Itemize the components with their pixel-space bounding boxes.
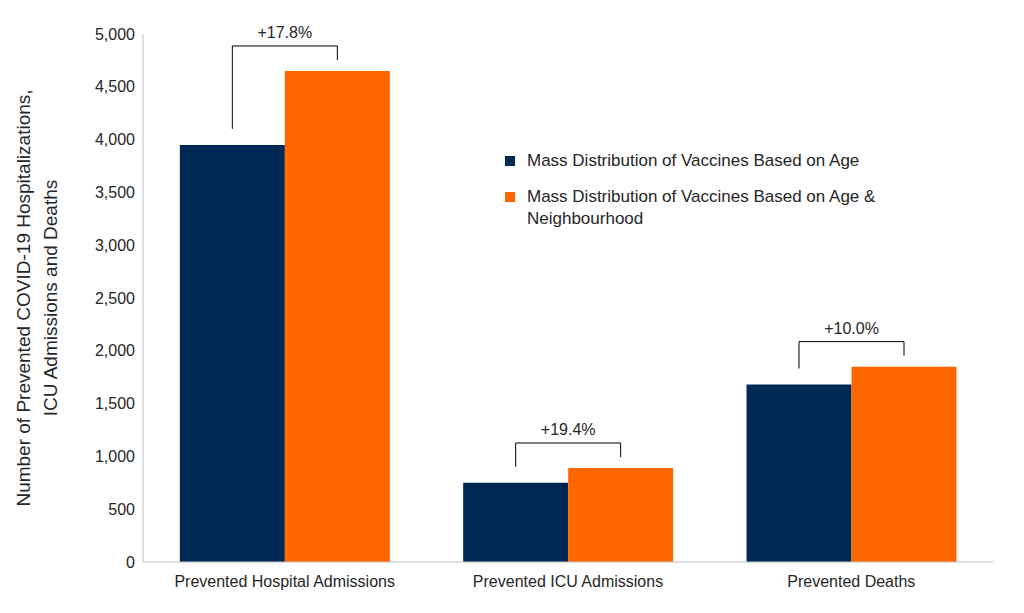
svg-text:4,000: 4,000 [95,131,135,148]
svg-text:+17.8%: +17.8% [257,24,312,41]
svg-text:+10.0%: +10.0% [824,320,879,337]
svg-text:Prevented Hospital Admissions: Prevented Hospital Admissions [174,573,395,590]
svg-text:500: 500 [108,501,135,518]
html-text:Mass Distribution of Vaccines: Mass Distribution of Vaccines Based on A… [527,151,860,170]
svg-text:2,000: 2,000 [95,342,135,359]
svg-text:0: 0 [126,554,135,571]
svg-text:Number of Prevented COVID-19 H: Number of Prevented COVID-19 Hospitaliza… [13,89,34,506]
svg-text:Prevented ICU Admissions: Prevented ICU Admissions [473,573,663,590]
svg-text:4,500: 4,500 [95,78,135,95]
svg-text:3,000: 3,000 [95,237,135,254]
svg-text:+19.4%: +19.4% [541,421,596,438]
svg-text:1,500: 1,500 [95,395,135,412]
html-text:Mass Distribution of Vaccines: Mass Distribution of Vaccines Based on A… [527,187,876,228]
svg-text:ICU Admissions and Deaths: ICU Admissions and Deaths [40,180,61,417]
svg-text:1,000: 1,000 [95,448,135,465]
svg-text:2,500: 2,500 [95,290,135,307]
svg-text:3,500: 3,500 [95,184,135,201]
svg-text:5,000: 5,000 [95,26,135,43]
svg-text:Prevented Deaths: Prevented Deaths [787,573,915,590]
